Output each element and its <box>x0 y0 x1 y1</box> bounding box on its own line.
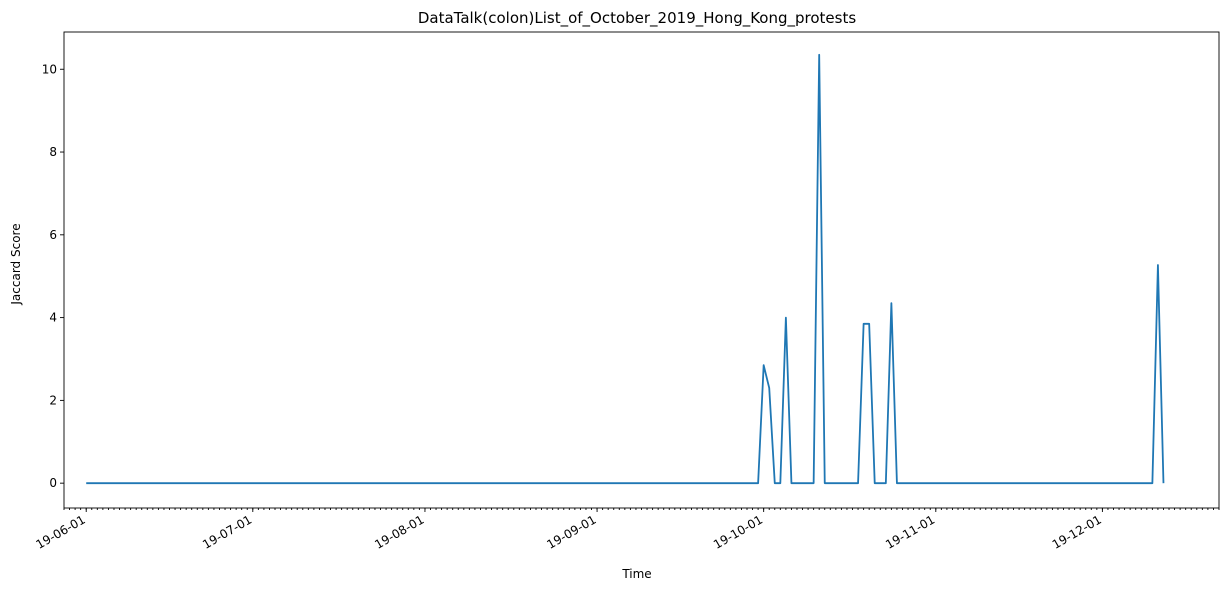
x-tick-label: 19-08-01 <box>372 512 426 551</box>
x-axis: 19-06-01 19-07-01 19-08-01 19-09-01 19-10-01… <box>34 508 1220 552</box>
y-tick-label: 4 <box>49 311 57 325</box>
y-axis-label: Jaccard Score <box>9 223 23 305</box>
x-tick-label: 19-06-01 <box>34 512 88 551</box>
y-tick-label: 8 <box>49 145 57 159</box>
x-tick-label: 19-11-01 <box>883 512 937 551</box>
x-tick-label: 19-10-01 <box>711 512 765 551</box>
y-axis: 0 2 4 6 8 10 <box>42 62 64 490</box>
chart-title: DataTalk(colon)List_of_October_2019_Hong… <box>418 9 857 28</box>
x-tick-label: 19-09-01 <box>544 512 598 551</box>
plot-frame <box>63 31 1220 509</box>
plot-area <box>63 31 1220 509</box>
series-line <box>86 53 1165 485</box>
y-tick-label: 6 <box>49 228 57 242</box>
y-tick-label: 10 <box>42 62 57 76</box>
y-tick-label: 0 <box>49 476 57 490</box>
x-tick-label: 19-12-01 <box>1050 512 1104 551</box>
x-axis-label: Time <box>621 567 651 581</box>
y-tick-label: 2 <box>49 393 57 407</box>
x-tick-label: 19-07-01 <box>200 512 254 551</box>
